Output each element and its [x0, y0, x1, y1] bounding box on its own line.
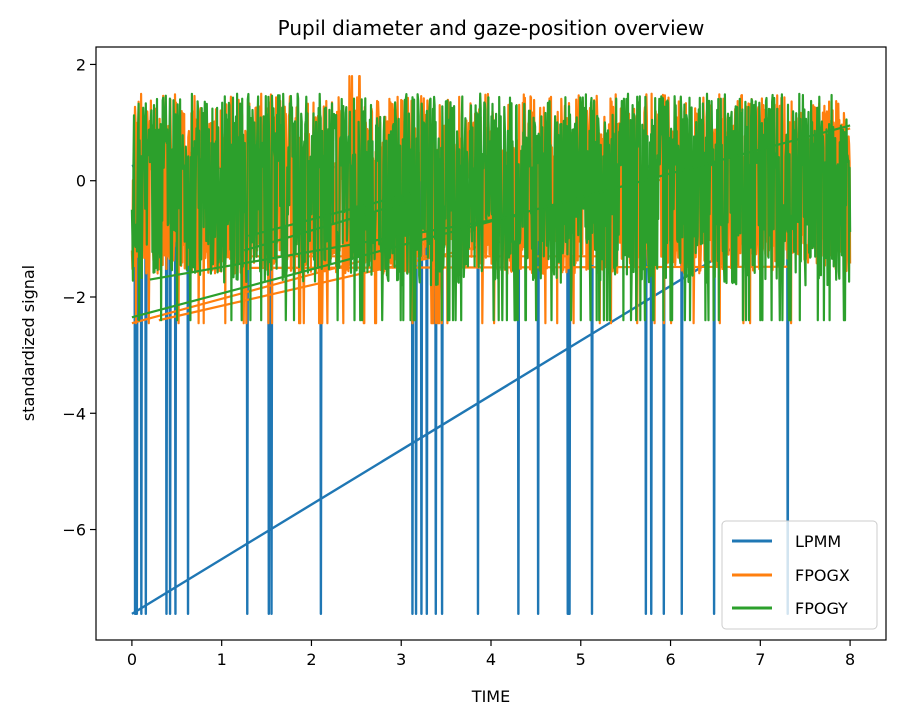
- plot-area: [130, 75, 852, 616]
- legend: LPMM FPOGX FPOGY: [721, 520, 878, 630]
- fpogy-trend-line: [131, 124, 851, 319]
- x-tick-label: 1: [217, 650, 227, 669]
- x-tick-label: 6: [665, 650, 675, 669]
- legend-label-fpogx: FPOGX: [795, 566, 850, 585]
- series-layer: [130, 75, 852, 616]
- fpogy-connector-line: [243, 200, 411, 252]
- chart-title: Pupil diameter and gaze-position overvie…: [278, 16, 705, 40]
- y-axis: −6 −4 −2 0 2: [62, 55, 96, 540]
- y-tick-label: −4: [62, 404, 86, 423]
- fpogy-connector-line: [248, 191, 415, 238]
- x-tick-label: 8: [845, 650, 855, 669]
- fpogy-line: [130, 92, 852, 322]
- series-fpogy: [130, 92, 852, 322]
- y-axis-label: standardized signal: [19, 265, 38, 421]
- x-tick-label: 2: [306, 650, 316, 669]
- fpogy-connector-line: [149, 214, 519, 281]
- x-axis: 0 1 2 3 4 5 6 7 8: [127, 640, 855, 669]
- x-tick-label: 0: [127, 650, 137, 669]
- y-tick-label: −2: [62, 288, 86, 307]
- y-tick-label: 2: [76, 55, 86, 74]
- y-tick-label: −6: [62, 521, 86, 540]
- legend-label-lpmm: LPMM: [795, 532, 841, 551]
- y-tick-label: 0: [76, 172, 86, 191]
- legend-label-fpogy: FPOGY: [795, 599, 848, 618]
- x-tick-label: 7: [755, 650, 765, 669]
- x-tick-label: 4: [486, 650, 496, 669]
- x-tick-label: 5: [576, 650, 586, 669]
- x-tick-label: 3: [396, 650, 406, 669]
- legend-box: [721, 520, 878, 630]
- x-axis-label: TIME: [471, 687, 510, 706]
